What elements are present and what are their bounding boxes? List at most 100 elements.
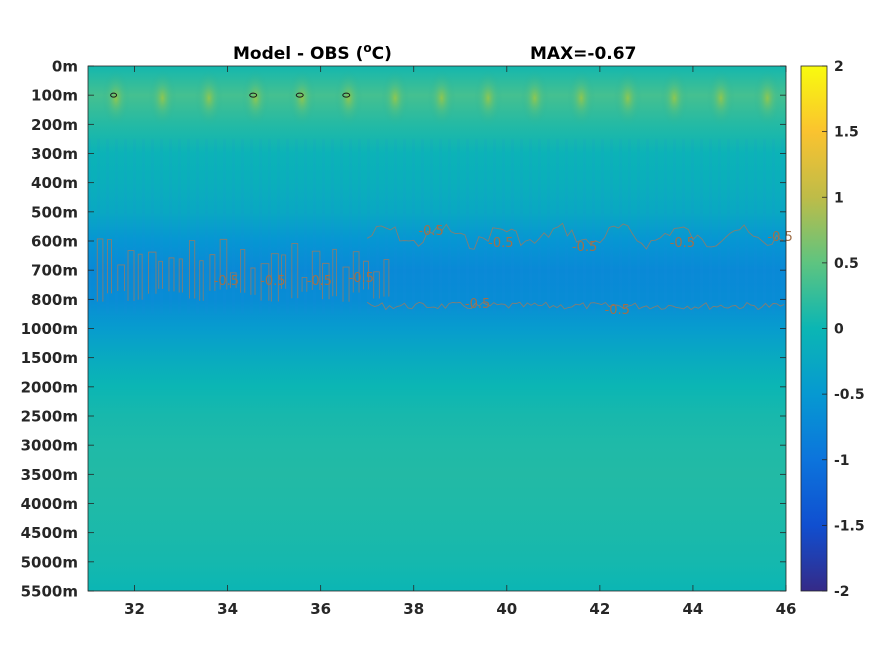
contour-spike xyxy=(352,251,360,293)
warm-patch xyxy=(520,70,549,127)
warm-patches xyxy=(101,70,782,127)
warm-patch xyxy=(148,70,177,127)
y-axis: 0m 100m 200m 300m 400m 500m 600m 700m 800m 1000m 1… xyxy=(21,58,786,601)
positive-spot xyxy=(342,92,351,98)
max-label: MAX=-0.67 xyxy=(530,44,636,64)
contour-spike xyxy=(311,250,321,290)
contour-label: -0.5 xyxy=(488,236,513,251)
plot-area: -0.5 -0.5 -0.5 -0.5 -0.5 -0.5 -0.5 -0.5 -0.5 -0.5… xyxy=(87,65,793,592)
contour-spike xyxy=(363,260,369,290)
colorbar-tick-label: -1 xyxy=(834,453,850,469)
positive-spot xyxy=(249,92,258,98)
contour-label: -0.5 xyxy=(307,274,332,289)
contour-spike xyxy=(96,238,104,302)
warm-patch xyxy=(101,70,130,127)
y-tick-label: 2000m xyxy=(21,378,78,396)
contour-spike xyxy=(219,238,228,290)
x-tick-label: 42 xyxy=(589,600,610,618)
contour-lines xyxy=(96,222,785,311)
warm-patch xyxy=(660,70,689,127)
contour-spike xyxy=(117,264,125,292)
contour-spike xyxy=(301,277,308,292)
contour-label: -0.5 xyxy=(605,303,630,318)
contour-label: -0.5 xyxy=(465,297,490,312)
colorbar-tick-label: 2 xyxy=(834,59,844,75)
y-tick-label: 1000m xyxy=(21,320,78,338)
contour-spike xyxy=(322,262,330,300)
vertical-stripe-texture xyxy=(88,138,784,314)
heatmap-field xyxy=(88,66,786,591)
x-tick-label: 34 xyxy=(217,600,238,618)
contour-labels: -0.5 -0.5 -0.5 -0.5 -0.5 -0.5 -0.5 -0.5 -0.5 -0.5… xyxy=(214,224,793,318)
y-tick-label: 500m xyxy=(31,203,78,221)
warm-patch xyxy=(427,70,456,127)
warm-patch xyxy=(194,70,223,127)
contour-label: -0.5 xyxy=(670,236,695,251)
chart-title: Model - OBS (oC) xyxy=(233,41,392,64)
contour-spike xyxy=(383,259,390,297)
y-tick-label: 5000m xyxy=(21,553,78,571)
y-tick-label: 0m xyxy=(52,58,78,76)
contour-spike xyxy=(148,251,157,294)
x-tick-label: 32 xyxy=(124,600,145,618)
y-tick-label: 3500m xyxy=(21,466,78,484)
colorbar-ticks: 2 1.5 1 0.5 0 -0.5 -1 -1.5 -2 xyxy=(822,59,865,600)
y-tick-label: 4500m xyxy=(21,524,78,542)
warm-patch xyxy=(753,70,782,127)
warm-patch xyxy=(567,70,596,127)
contour-spike xyxy=(209,254,216,291)
x-tick-label: 36 xyxy=(310,600,331,618)
contour-spike xyxy=(168,257,175,292)
y-tick-label: 5500m xyxy=(21,583,78,601)
positive-spot xyxy=(110,92,118,98)
warm-patch xyxy=(334,70,363,127)
warm-patch xyxy=(613,70,642,127)
y-tick-label: 800m xyxy=(31,291,78,309)
y-tick-label: 100m xyxy=(31,87,78,105)
contour-spike xyxy=(342,266,350,302)
y-tick-label: 1500m xyxy=(21,349,78,367)
x-tick-label: 38 xyxy=(403,600,424,618)
contour-spike xyxy=(107,239,112,294)
y-tick-label: 2500m xyxy=(21,408,78,426)
x-tick-label: 44 xyxy=(682,600,703,618)
contour-spike xyxy=(332,248,337,297)
warm-patch xyxy=(381,70,410,127)
colorbar-tick-label: 0 xyxy=(834,322,844,338)
colorbar-tick-label: 0.5 xyxy=(834,256,859,272)
contour-label: -0.5 xyxy=(767,230,792,245)
contour-label: -0.5 xyxy=(418,224,443,239)
colorbar: 2 1.5 1 0.5 0 -0.5 -1 -1.5 -2 xyxy=(800,59,865,600)
contour-upper xyxy=(366,222,782,250)
contour-spike xyxy=(281,254,287,289)
contour-spike xyxy=(260,263,270,301)
colorbar-tick-label: 1 xyxy=(834,190,844,206)
warm-patch xyxy=(288,70,317,127)
x-tick-label: 40 xyxy=(496,600,517,618)
contour-spike xyxy=(199,260,204,301)
contour-spike xyxy=(291,243,299,299)
contour-label: -0.5 xyxy=(572,240,597,255)
contour-label: -0.5 xyxy=(260,274,285,289)
degree-superscript: o xyxy=(363,41,371,55)
contour-spike xyxy=(188,240,196,299)
contour-spike xyxy=(240,249,246,293)
colorbar-tick-label: -0.5 xyxy=(834,387,865,403)
y-tick-label: 3000m xyxy=(21,437,78,455)
contour-spike xyxy=(137,253,143,300)
y-tick-label: 400m xyxy=(31,174,78,192)
warm-patch xyxy=(706,70,735,127)
contour-spike xyxy=(178,258,183,293)
x-tick-label: 46 xyxy=(776,600,797,618)
colorbar-tick-label: 1.5 xyxy=(834,125,859,141)
contour-lower xyxy=(366,301,785,311)
contour-spike xyxy=(250,267,256,295)
contour-label: -0.5 xyxy=(349,271,374,286)
colorbar-tick-label: -1.5 xyxy=(834,518,865,534)
y-tick-label: 300m xyxy=(31,145,78,163)
contour-spike xyxy=(270,253,279,302)
warm-patch xyxy=(241,70,270,127)
colorbar-tick-label: -2 xyxy=(834,584,850,600)
y-tick-label: 600m xyxy=(31,233,78,251)
